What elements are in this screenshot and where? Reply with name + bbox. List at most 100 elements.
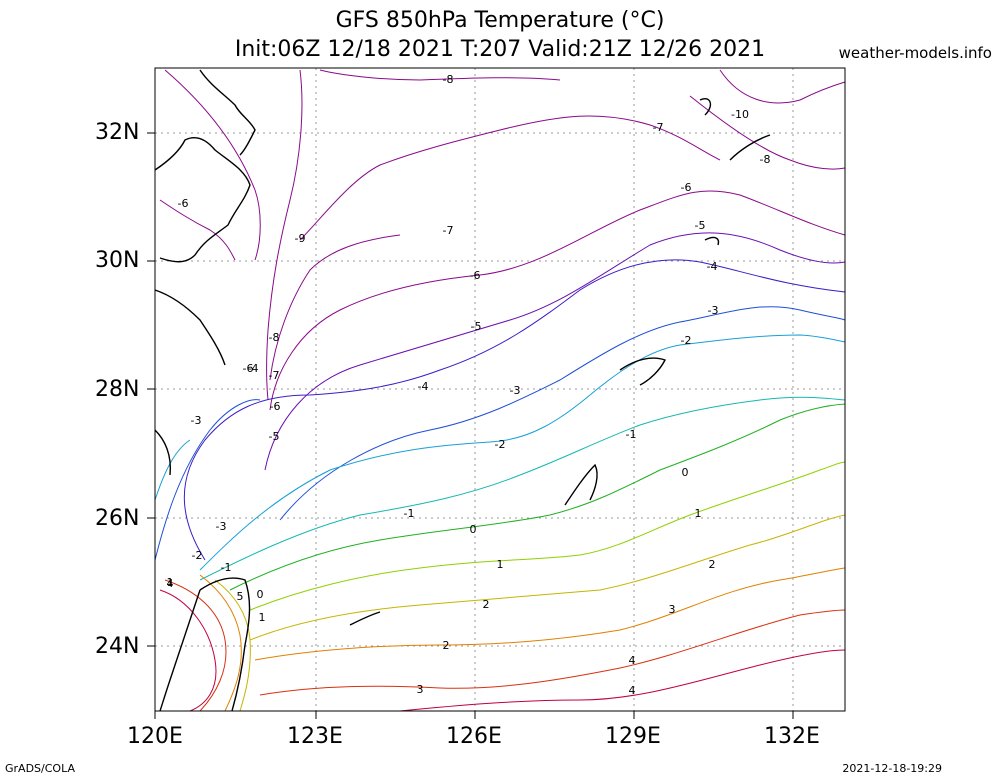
lon-label-132e: 132E (764, 724, 820, 749)
isotherm-label: -7 (269, 369, 280, 382)
map-title: GFS 850hPa Temperature (°C) (335, 8, 665, 33)
isotherm-label: -3 (216, 520, 227, 533)
isotherm-label: -8 (443, 73, 454, 86)
coastline-segment (199, 69, 256, 156)
isotherm-label: -4 (418, 380, 429, 393)
lon-label-126e: 126E (446, 724, 502, 749)
isotherm-label: -1 (221, 561, 232, 574)
isotherm-label: -6 (270, 400, 281, 413)
isotherm-label: -6 (470, 269, 481, 282)
isotherm-label: 0 (470, 523, 477, 536)
lat-label-26n: 26N (95, 506, 140, 531)
isotherm-m10 (719, 69, 846, 104)
coastline-segment (154, 289, 226, 366)
graticule (147, 68, 845, 719)
isotherm-p1 (249, 461, 846, 611)
isotherm-label: 1 (259, 611, 266, 624)
coastline-layer (154, 69, 771, 712)
isotherm-label: 0 (257, 588, 264, 601)
isotherm-m6 (269, 190, 846, 411)
coastline-segment (704, 236, 720, 246)
isotherm-label: -8 (269, 331, 280, 344)
isotherm-p3 (254, 567, 846, 661)
lon-label-123e: 123E (287, 724, 343, 749)
isotherm-label: 1 (167, 576, 174, 589)
isotherm-label: -1 (626, 428, 637, 441)
isotherm-m1 (199, 396, 846, 581)
isotherm-p4 (259, 609, 846, 696)
isotherm-label: -3 (510, 384, 521, 397)
lon-label-129e: 129E (605, 724, 661, 749)
isotherm-label: 2 (443, 639, 450, 652)
lat-label-30n: 30N (95, 248, 140, 273)
isotherm-m4 (183, 259, 846, 561)
isotherm-label: 3 (669, 603, 676, 616)
isotherm-m8 (164, 69, 261, 261)
coastline-segment (154, 137, 251, 263)
isotherm-layer (154, 69, 846, 712)
coastline-segment (564, 463, 598, 506)
isotherm-label: -7 (653, 121, 664, 134)
isotherm-m8 (319, 69, 561, 81)
isotherm-label: -2 (681, 334, 692, 347)
isotherm-label: -2 (192, 549, 203, 562)
isotherm-label: -5 (695, 219, 706, 232)
coastline-segment (349, 611, 381, 626)
lat-label-32n: 32N (95, 120, 140, 145)
isotherm-p4 (164, 579, 227, 712)
isotherm-label: 0 (682, 466, 689, 479)
isotherm-label: -5 (471, 320, 482, 333)
isotherm-m8 (689, 95, 846, 170)
isotherm-label: -9 (295, 232, 306, 245)
isotherm-label: -7 (443, 224, 454, 237)
lon-label-120e: 120E (127, 724, 183, 749)
isotherm-label: 1 (497, 558, 504, 571)
isotherm-label: -5 (269, 430, 280, 443)
coastline-segment (154, 429, 172, 476)
isotherm-label: 2 (709, 558, 716, 571)
lat-label-28n: 28N (95, 377, 140, 402)
map-subtitle: Init:06Z 12/18 2021 T:207 Valid:21Z 12/2… (234, 37, 766, 62)
isotherm-label: -3 (191, 414, 202, 427)
isotherm-m7 (299, 115, 721, 241)
coastline-segment (199, 577, 251, 712)
lat-label-24n: 24N (95, 634, 140, 659)
isotherm-p2 (214, 579, 251, 712)
footer-timestamp: 2021-12-18-19:29 (842, 762, 942, 775)
isotherm-m7 (269, 234, 401, 381)
isotherm-m6 (159, 199, 236, 261)
isotherm-label: 4 (167, 577, 174, 590)
isotherm-p2 (249, 514, 846, 641)
isotherm-label: -6 (243, 362, 254, 375)
coastline-segment (619, 357, 666, 386)
isotherm-z0 (229, 403, 846, 591)
isotherm-label: 4 (629, 684, 636, 697)
isotherm-label: 2 (483, 598, 490, 611)
isotherm-p3 (199, 574, 242, 712)
isotherm-m3 (154, 306, 846, 561)
isotherm-label: -6 (681, 181, 692, 194)
isotherm-label: 4 (629, 654, 636, 667)
coastline-segment (699, 98, 712, 116)
isotherm-m5 (264, 232, 846, 471)
isotherm-label: -10 (731, 108, 749, 121)
isotherm-m8 (266, 69, 303, 401)
isotherm-label: -8 (760, 153, 771, 166)
isotherm-label: -1 (404, 507, 415, 520)
isotherm-label: -3 (708, 304, 719, 317)
coastline-segment (729, 134, 771, 161)
isotherm-label: -2 (495, 438, 506, 451)
isotherm-label: -6 (178, 197, 189, 210)
footer-software: GrADS/COLA (5, 762, 75, 775)
isotherm-labels: -10-9-8-8-8-7-7-7-6-6-6-6-6-5-5-5-4-4-4-… (167, 73, 771, 697)
coastline-segment (159, 589, 201, 712)
isotherm-label: 5 (237, 590, 244, 603)
isotherm-p5 (159, 589, 217, 712)
isotherm-label: 3 (417, 683, 424, 696)
isotherm-label: -4 (248, 362, 259, 375)
source-credit: weather-models.info (838, 44, 992, 62)
isotherm-m2 (154, 334, 846, 571)
isotherm-p5 (399, 649, 846, 712)
isotherm-label: 1 (695, 507, 702, 520)
